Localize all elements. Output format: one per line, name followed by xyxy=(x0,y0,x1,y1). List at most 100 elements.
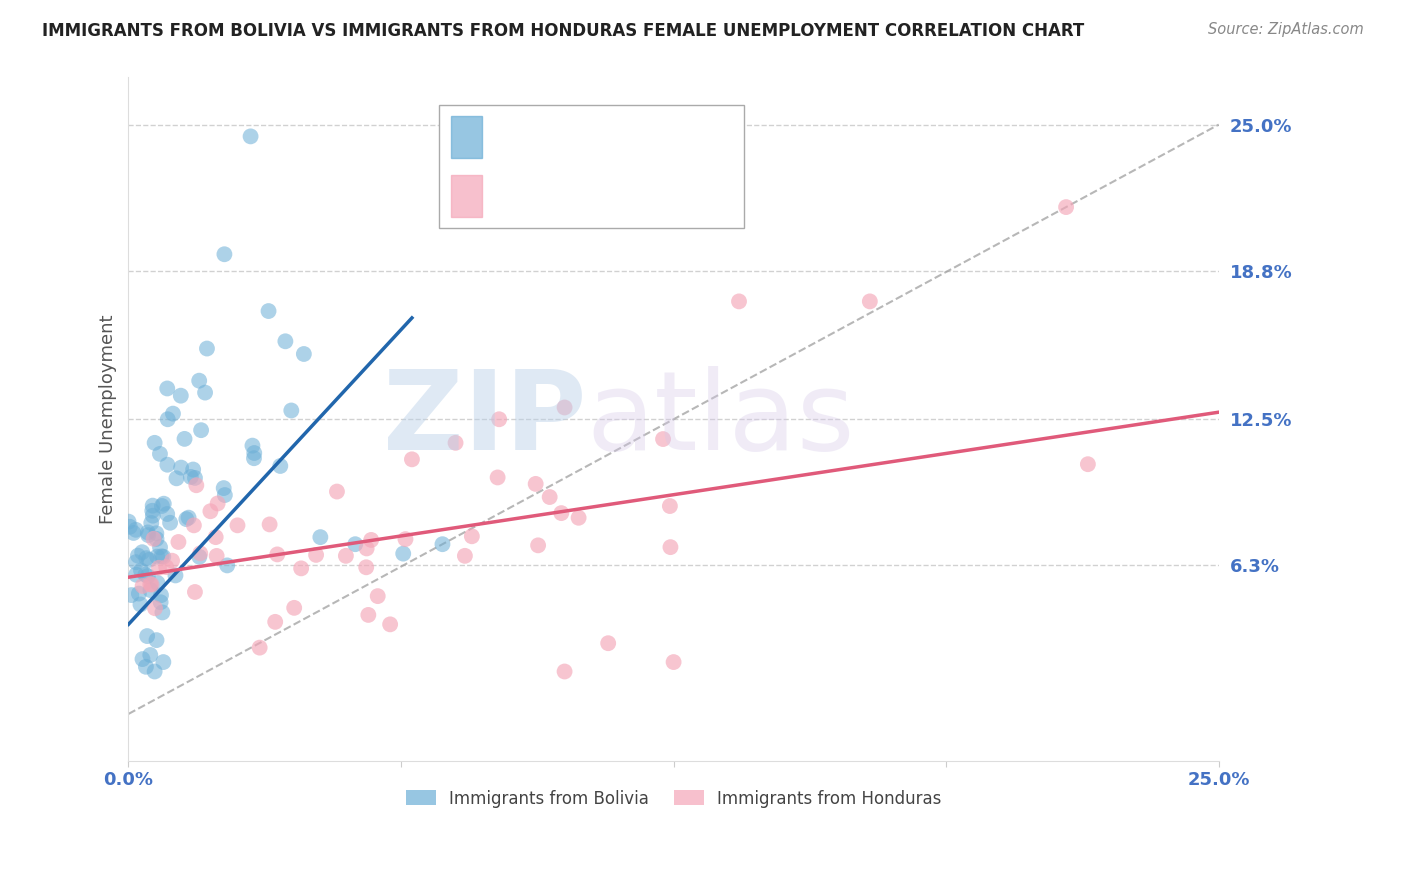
Text: IMMIGRANTS FROM BOLIVIA VS IMMIGRANTS FROM HONDURAS FEMALE UNEMPLOYMENT CORRELAT: IMMIGRANTS FROM BOLIVIA VS IMMIGRANTS FR… xyxy=(42,22,1084,40)
Text: atlas: atlas xyxy=(586,366,855,473)
Point xyxy=(378,617,401,632)
Point xyxy=(139,648,162,662)
Point xyxy=(401,452,423,467)
Point xyxy=(356,541,378,556)
Point xyxy=(173,432,195,446)
Point xyxy=(264,615,287,629)
Point xyxy=(280,403,302,417)
Point xyxy=(188,546,211,560)
Point xyxy=(167,535,190,549)
Point xyxy=(394,532,416,546)
Point xyxy=(184,585,207,599)
Point xyxy=(538,490,561,504)
Point xyxy=(120,588,142,602)
Point xyxy=(444,435,467,450)
Point xyxy=(136,569,159,583)
Point xyxy=(550,506,572,520)
Point xyxy=(125,567,148,582)
Point xyxy=(290,561,312,575)
Point xyxy=(335,549,357,563)
Point xyxy=(266,548,288,562)
Point xyxy=(454,549,477,563)
Point xyxy=(524,476,547,491)
Point xyxy=(134,567,156,582)
Point xyxy=(568,510,591,524)
Point xyxy=(170,389,193,403)
Point xyxy=(194,385,217,400)
Point xyxy=(156,507,179,521)
Point xyxy=(1054,200,1077,214)
Point xyxy=(217,558,239,573)
Point xyxy=(162,407,184,421)
Point xyxy=(367,589,389,603)
Point xyxy=(135,551,157,566)
Point xyxy=(259,517,281,532)
Point xyxy=(152,655,174,669)
Point xyxy=(190,423,212,437)
Point xyxy=(183,518,205,533)
Point xyxy=(214,247,236,261)
Point xyxy=(488,412,510,426)
Point xyxy=(142,532,165,546)
Point xyxy=(527,538,550,552)
Point xyxy=(269,458,291,473)
Point xyxy=(148,561,170,575)
Point xyxy=(135,660,157,674)
Point xyxy=(127,549,149,563)
Point xyxy=(204,530,226,544)
Point xyxy=(125,555,148,569)
Point xyxy=(118,520,141,534)
Point xyxy=(177,510,200,524)
Point xyxy=(658,499,681,513)
Point xyxy=(136,528,159,542)
Point xyxy=(149,447,172,461)
Point xyxy=(354,560,377,574)
Point xyxy=(283,600,305,615)
Point xyxy=(152,497,174,511)
Point xyxy=(150,588,173,602)
Point xyxy=(598,636,620,650)
Point xyxy=(170,460,193,475)
Point xyxy=(554,665,576,679)
Point xyxy=(156,412,179,426)
Point xyxy=(150,499,173,513)
Point xyxy=(486,470,509,484)
Point xyxy=(207,496,229,510)
Point xyxy=(160,554,183,568)
Point xyxy=(212,481,235,495)
Point xyxy=(239,129,262,144)
Point xyxy=(205,549,228,563)
Point xyxy=(554,401,576,415)
Point xyxy=(131,579,153,593)
Point xyxy=(159,516,181,530)
Point xyxy=(249,640,271,655)
Point xyxy=(188,374,211,388)
Point xyxy=(128,586,150,600)
Point xyxy=(131,545,153,559)
Point xyxy=(357,607,380,622)
Point xyxy=(150,549,173,564)
Point xyxy=(1077,457,1099,471)
Point xyxy=(152,549,174,564)
Point xyxy=(145,532,167,546)
Point xyxy=(156,458,179,472)
Point xyxy=(141,577,163,591)
Point xyxy=(243,446,266,460)
Point xyxy=(149,595,172,609)
Point xyxy=(344,537,367,551)
Point xyxy=(461,529,484,543)
Point xyxy=(292,347,315,361)
Point xyxy=(166,471,188,485)
Point xyxy=(305,548,328,562)
Point xyxy=(242,439,264,453)
Point xyxy=(142,508,165,523)
Point xyxy=(274,334,297,349)
Point xyxy=(141,516,163,530)
Point xyxy=(131,652,153,666)
Point xyxy=(149,540,172,554)
Point xyxy=(122,525,145,540)
Point xyxy=(129,564,152,578)
Point xyxy=(200,504,222,518)
Y-axis label: Female Unemployment: Female Unemployment xyxy=(100,315,117,524)
Point xyxy=(129,598,152,612)
